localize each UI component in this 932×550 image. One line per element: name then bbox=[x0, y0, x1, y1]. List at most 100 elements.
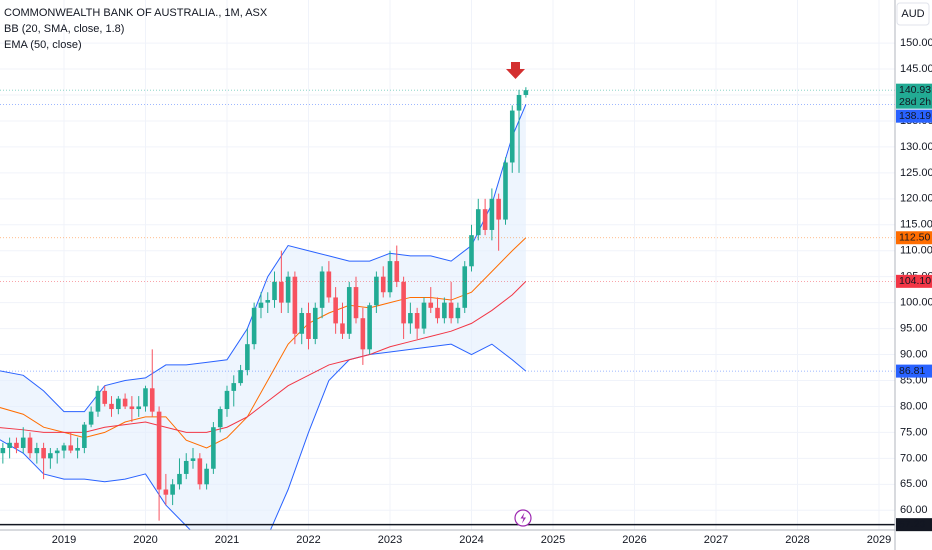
indicator-line bbox=[0, 280, 527, 433]
y-tick-label: 150.00 bbox=[900, 37, 932, 49]
x-tick-label: 2028 bbox=[785, 534, 809, 546]
y-tick-label: 80.00 bbox=[900, 400, 928, 412]
price-tag-label: 140.93 bbox=[899, 84, 931, 96]
candle-body bbox=[319, 271, 325, 308]
candle-body bbox=[272, 281, 277, 301]
y-tick-label: 75.00 bbox=[900, 426, 928, 438]
candle-body bbox=[279, 281, 284, 303]
axes: 60.0065.0070.0075.0080.0085.0090.0095.00… bbox=[52, 37, 932, 546]
candle-body bbox=[68, 445, 74, 451]
candle-body bbox=[285, 276, 291, 303]
x-tick-label: 2021 bbox=[215, 534, 239, 546]
x-tick-label: 2025 bbox=[541, 534, 565, 546]
x-tick-label: 2019 bbox=[52, 534, 76, 546]
candle-body bbox=[346, 287, 352, 334]
legend-entry: EMA (50, close) bbox=[4, 39, 82, 51]
candle-body bbox=[401, 281, 406, 324]
candle-body bbox=[156, 411, 162, 490]
price-tag bbox=[896, 518, 932, 532]
candle-body bbox=[523, 90, 529, 95]
candle-body bbox=[75, 447, 80, 451]
price-tag bbox=[896, 231, 932, 245]
price-tag bbox=[896, 83, 932, 109]
candle-body bbox=[496, 198, 501, 220]
candle-body bbox=[34, 447, 40, 454]
candle-body bbox=[435, 307, 440, 319]
candle-body bbox=[258, 302, 264, 308]
candle-body bbox=[183, 460, 189, 474]
y-tick-label: 100.00 bbox=[900, 297, 932, 309]
candle-body bbox=[116, 398, 121, 410]
price-tag-label: 86.81 bbox=[899, 365, 925, 377]
candle-body bbox=[292, 276, 298, 334]
x-tick-label: 2024 bbox=[459, 534, 483, 546]
currency-box[interactable] bbox=[896, 2, 930, 26]
candle-body bbox=[7, 442, 12, 448]
candle-body bbox=[197, 458, 203, 485]
y-tick-label: 125.00 bbox=[900, 167, 932, 179]
price-tag-label: 138.19 bbox=[899, 110, 931, 122]
candle-body bbox=[482, 209, 488, 230]
price-tag-label: 104.10 bbox=[899, 275, 931, 287]
x-tick-label: 2020 bbox=[133, 534, 157, 546]
candle-body bbox=[489, 198, 495, 230]
candle-body bbox=[326, 271, 332, 298]
candle-body bbox=[469, 235, 474, 267]
candle-body bbox=[170, 484, 175, 495]
candle-body bbox=[414, 313, 420, 329]
candle-body bbox=[333, 297, 338, 324]
candle-body bbox=[129, 406, 135, 410]
candle-body bbox=[0, 447, 6, 454]
arrow-annotation bbox=[506, 62, 525, 79]
candle-body bbox=[462, 266, 468, 308]
candle-body bbox=[353, 287, 359, 319]
candle-body bbox=[190, 458, 196, 461]
candle-body bbox=[421, 302, 427, 329]
y-tick-label: 65.00 bbox=[900, 478, 928, 490]
candle-body bbox=[163, 489, 169, 495]
candle-body bbox=[231, 383, 237, 391]
candle-body bbox=[61, 445, 67, 451]
candle-body bbox=[312, 307, 318, 339]
indicator-line bbox=[0, 104, 527, 413]
candle-body bbox=[387, 261, 393, 293]
candle-body bbox=[509, 110, 515, 163]
candle-body bbox=[360, 318, 366, 350]
y-tick-label: 90.00 bbox=[900, 348, 928, 360]
chart-title: COMMONWEALTH BANK OF AUSTRALIA., 1M, ASX bbox=[4, 7, 268, 19]
x-tick-label: 2023 bbox=[378, 534, 402, 546]
candle-body bbox=[374, 276, 379, 306]
candle-body bbox=[217, 409, 223, 428]
candle-body bbox=[27, 437, 33, 454]
y-tick-label: 120.00 bbox=[900, 193, 932, 205]
candle-body bbox=[251, 307, 257, 345]
candle-body bbox=[367, 305, 372, 350]
candle-body bbox=[177, 473, 182, 485]
currency: AUD bbox=[901, 8, 924, 20]
candle-body bbox=[428, 302, 434, 308]
candle-body bbox=[54, 450, 60, 454]
candle-body bbox=[238, 370, 243, 384]
legend-entry: BB (20, SMA, close, 1.8) bbox=[4, 23, 124, 35]
candle-body bbox=[516, 94, 522, 111]
candle-body bbox=[306, 313, 311, 339]
candle-body bbox=[88, 411, 94, 425]
x-tick-label: 2026 bbox=[622, 534, 646, 546]
y-tick-label: 110.00 bbox=[900, 245, 932, 257]
x-tick-label: 2027 bbox=[704, 534, 728, 546]
candle-body bbox=[41, 447, 46, 459]
candle-body bbox=[408, 313, 413, 324]
event-icon-bolt bbox=[520, 512, 526, 524]
candle-body bbox=[20, 437, 26, 448]
candle-body bbox=[82, 424, 87, 448]
price-tag bbox=[896, 109, 932, 123]
candle-body bbox=[211, 427, 216, 469]
y-tick-label: 95.00 bbox=[900, 322, 928, 334]
band-fill bbox=[0, 104, 526, 530]
candle-body bbox=[14, 442, 19, 448]
candle-body bbox=[149, 388, 155, 412]
candle-body bbox=[299, 313, 305, 334]
price-tag-label: 57.23 bbox=[899, 518, 925, 530]
candle-body bbox=[136, 406, 142, 410]
